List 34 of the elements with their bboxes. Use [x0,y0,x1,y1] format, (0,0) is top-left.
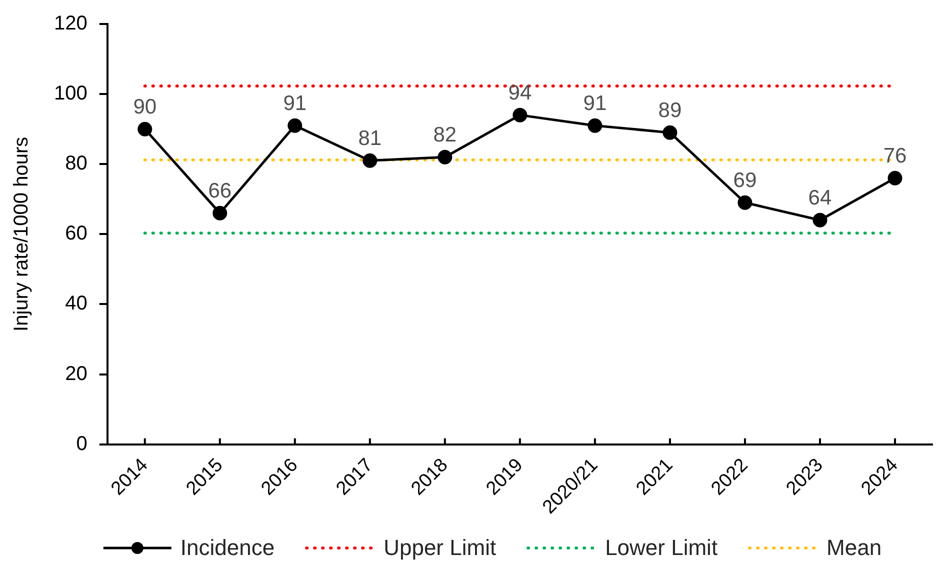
point [288,118,302,133]
point [438,150,452,164]
y-tick-label: 120 [54,12,88,35]
data-label: 76 [883,144,907,168]
legend-label: Incidence [180,535,275,560]
data-label: 64 [808,186,832,210]
point [662,125,678,140]
legend-label: Upper Limit [384,535,496,560]
data-label: 81 [358,126,382,150]
point [812,212,828,228]
y-axis-title: Injury rate/1000 hours [10,136,33,332]
data-label: 82 [433,123,457,146]
data-label: 69 [733,168,757,192]
y-tick-label: 80 [65,152,88,175]
data-label: 66 [208,179,232,202]
point [512,108,528,122]
y-tick-label: 0 [76,432,88,455]
y-tick-label: 20 [65,362,88,385]
legend-label: Mean [826,535,882,560]
point [212,206,228,220]
point [738,195,752,210]
data-label: 91 [283,92,307,115]
y-tick-label: 40 [65,292,88,315]
data-label: 89 [658,98,682,122]
data-label: 94 [508,81,532,104]
data-label: 90 [133,95,157,118]
legend-label: Lower Limit [605,535,718,560]
y-tick-label: 100 [54,82,88,105]
point [588,118,602,133]
data-label: 91 [583,92,607,115]
point [138,122,152,136]
point [888,170,902,186]
point [362,153,378,168]
y-tick-label: 60 [65,222,88,245]
